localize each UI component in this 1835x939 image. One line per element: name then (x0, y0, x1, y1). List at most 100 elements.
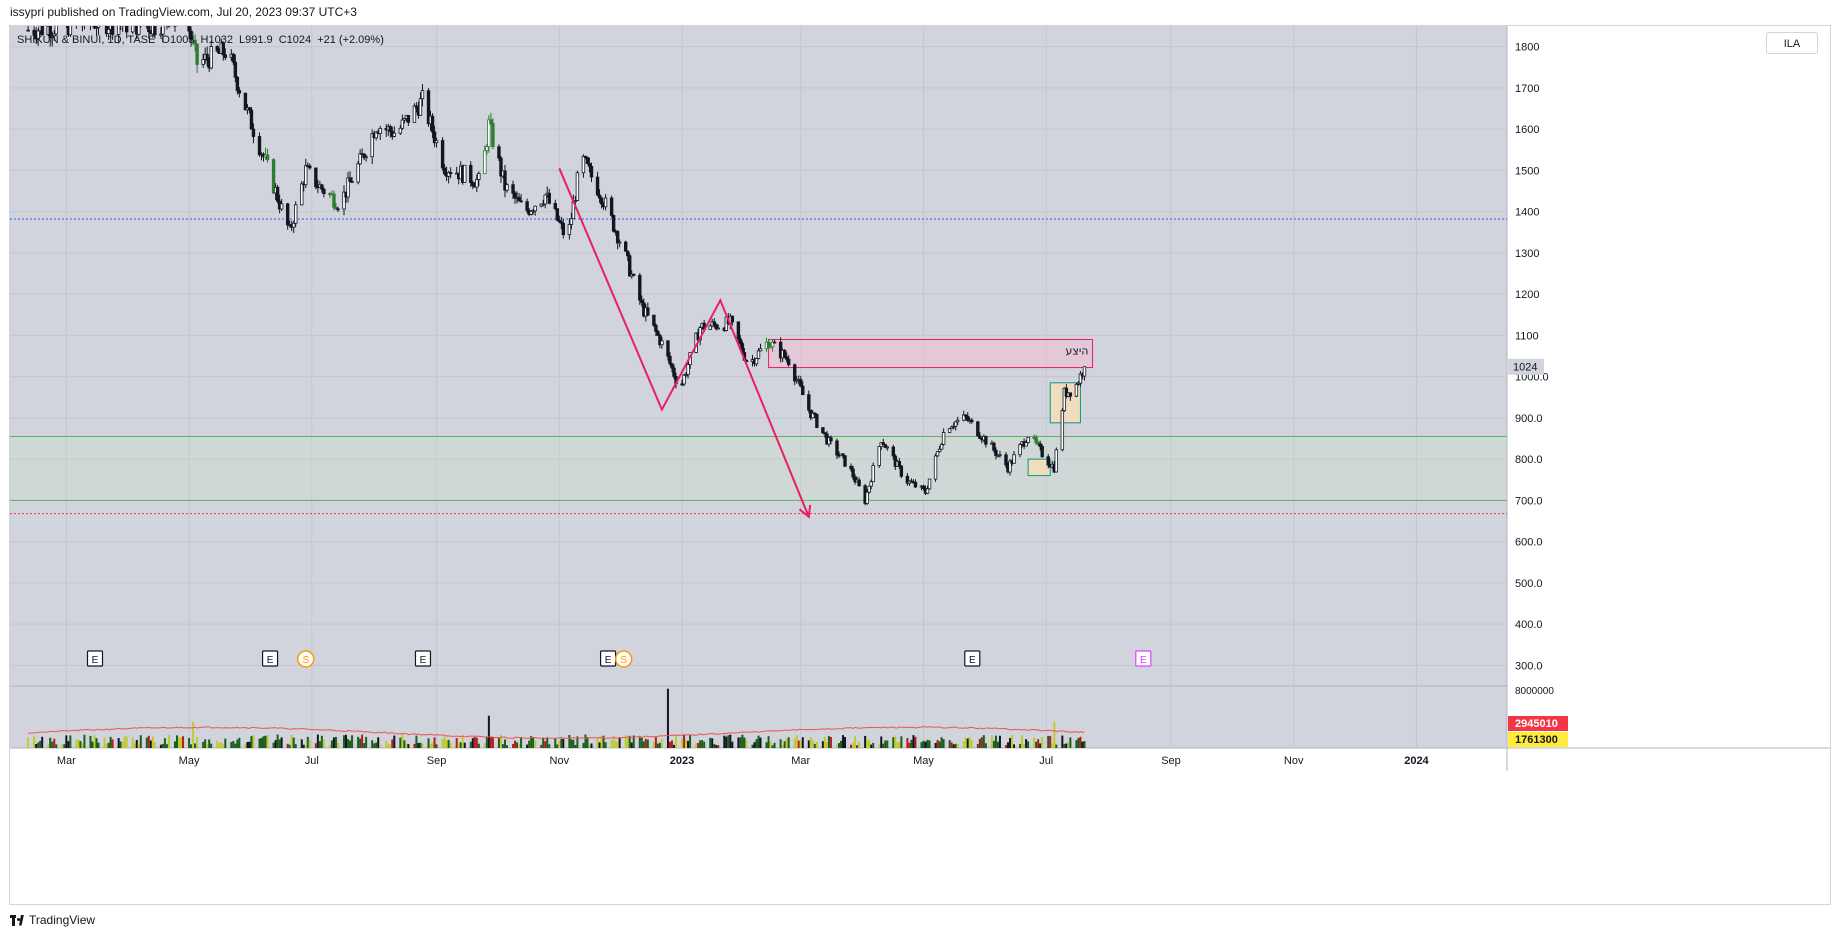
volume-bar (405, 743, 408, 748)
volume-bar (53, 738, 56, 748)
volume-bar (1019, 743, 1022, 748)
candle-body (933, 455, 938, 480)
candle-body (249, 109, 254, 130)
volume-bar (950, 742, 953, 748)
volume-bar (990, 735, 993, 748)
candle-body (561, 222, 566, 236)
volume-bar (1067, 742, 1070, 748)
volume-bar (689, 734, 692, 748)
split-event-marker[interactable] (614, 650, 633, 668)
candle-body (617, 241, 622, 244)
candle-body (475, 179, 479, 188)
volume-bar (196, 736, 199, 748)
volume-bar (948, 740, 951, 748)
volume-bar (210, 743, 213, 748)
volume-bar (272, 742, 275, 748)
candle-body (947, 428, 952, 433)
volume-bar (658, 742, 661, 748)
candle-body (402, 118, 407, 121)
candle-body (654, 324, 658, 332)
volume-bar (361, 734, 364, 748)
volume-bar (773, 742, 776, 748)
volume-bar (393, 735, 396, 748)
volume-bar (39, 740, 42, 748)
volume-bar (769, 741, 772, 748)
candle-body (251, 128, 256, 137)
volume-bar (35, 743, 38, 748)
volume-bar (477, 743, 480, 748)
candle-body (364, 156, 368, 159)
volume-bar (912, 735, 915, 748)
earnings-event-marker[interactable] (414, 650, 432, 667)
candle-body (94, 26, 99, 29)
volume-bar (574, 744, 577, 748)
volume-bar (886, 740, 889, 748)
volume-bar (813, 743, 816, 748)
candle-body (517, 196, 521, 202)
volume-bar (131, 737, 134, 748)
volume-bar (1025, 739, 1028, 748)
candle-body (412, 105, 417, 123)
candle-body (738, 338, 743, 344)
candle-body (205, 53, 209, 61)
volume-bar (51, 741, 54, 748)
volume-bar (701, 740, 704, 748)
volume-bar (783, 741, 786, 748)
volume-bar (65, 735, 68, 748)
volume-bar (842, 735, 845, 748)
volume-bar (445, 739, 448, 748)
candle-body (334, 206, 338, 210)
earnings-event-marker[interactable] (261, 650, 279, 667)
volume-bar (938, 741, 941, 748)
currency-button[interactable]: ILA (1766, 32, 1818, 54)
volume-bar (403, 740, 406, 748)
legend-high: H1032 (200, 34, 233, 46)
volume-bar (1055, 744, 1058, 748)
volume-bar (920, 742, 923, 748)
candle-body (897, 460, 902, 467)
y-tick-label: 600.0 (1515, 537, 1543, 549)
volume-bar (220, 742, 223, 748)
volume-bar (238, 737, 241, 748)
earnings-event-label: E (969, 655, 976, 666)
volume-bar (349, 740, 352, 748)
y-tick-label: 1400 (1515, 207, 1539, 219)
volume-bar (455, 738, 458, 748)
earnings-event-marker[interactable] (86, 650, 104, 667)
candle-body (935, 451, 940, 457)
candle-body (378, 127, 382, 134)
volume-bar (751, 744, 754, 748)
volume-bar (491, 737, 494, 748)
candle-body (497, 146, 501, 159)
candle-body (1040, 446, 1044, 458)
candle-body (867, 485, 871, 493)
volume-bar (850, 744, 853, 748)
x-tick-label: Mar (57, 755, 76, 767)
volume-bar (105, 744, 108, 748)
candle-body (308, 165, 312, 169)
split-event-marker[interactable] (297, 650, 315, 668)
volume-bar (375, 742, 378, 748)
volume-bar (570, 739, 573, 748)
candle-body (1004, 454, 1008, 466)
volume-bar (1039, 743, 1042, 748)
volume-bar (616, 742, 619, 748)
volume-bar (125, 736, 128, 748)
candle-body (841, 453, 845, 457)
candle-body (660, 340, 664, 346)
earnings-event-marker[interactable] (1135, 650, 1152, 667)
candle-body (964, 414, 968, 417)
volume-bar (435, 744, 438, 748)
volume-bar (280, 737, 283, 748)
volume-bar (837, 743, 840, 748)
earnings-event-marker[interactable] (964, 650, 981, 667)
volume-bar (336, 742, 339, 748)
candle-body (392, 132, 397, 137)
volume-bar (373, 743, 376, 748)
y-tick-label: 1100 (1515, 330, 1539, 342)
candle-body (96, 26, 101, 28)
volume-bar (996, 741, 999, 748)
volume-bar (190, 744, 193, 748)
